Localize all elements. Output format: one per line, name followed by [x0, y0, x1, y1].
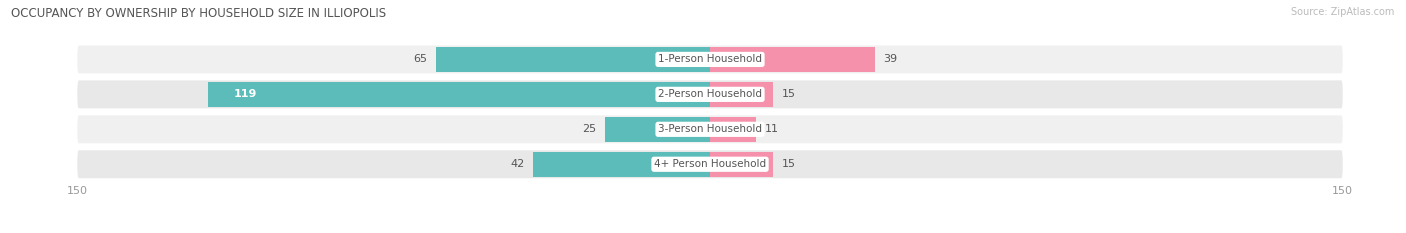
Bar — [710, 117, 756, 142]
Text: 4+ Person Household: 4+ Person Household — [654, 159, 766, 169]
Text: 119: 119 — [233, 89, 257, 99]
Text: 11: 11 — [765, 124, 779, 134]
Text: 2-Person Household: 2-Person Household — [658, 89, 762, 99]
Bar — [710, 152, 773, 177]
Text: 42: 42 — [510, 159, 524, 169]
Bar — [436, 47, 710, 72]
Text: 15: 15 — [782, 159, 796, 169]
Bar — [208, 82, 710, 107]
Text: 25: 25 — [582, 124, 596, 134]
FancyBboxPatch shape — [77, 45, 1343, 73]
Text: 1-Person Household: 1-Person Household — [658, 55, 762, 64]
Text: Source: ZipAtlas.com: Source: ZipAtlas.com — [1291, 7, 1395, 17]
Legend: Owner-occupied, Renter-occupied: Owner-occupied, Renter-occupied — [593, 230, 827, 233]
FancyBboxPatch shape — [77, 80, 1343, 108]
Text: 65: 65 — [413, 55, 427, 64]
Bar — [710, 82, 773, 107]
Text: 15: 15 — [782, 89, 796, 99]
Text: 39: 39 — [883, 55, 897, 64]
Bar — [710, 47, 875, 72]
FancyBboxPatch shape — [77, 150, 1343, 178]
FancyBboxPatch shape — [77, 115, 1343, 143]
Bar — [605, 117, 710, 142]
Bar — [533, 152, 710, 177]
Text: 3-Person Household: 3-Person Household — [658, 124, 762, 134]
Text: OCCUPANCY BY OWNERSHIP BY HOUSEHOLD SIZE IN ILLIOPOLIS: OCCUPANCY BY OWNERSHIP BY HOUSEHOLD SIZE… — [11, 7, 387, 20]
